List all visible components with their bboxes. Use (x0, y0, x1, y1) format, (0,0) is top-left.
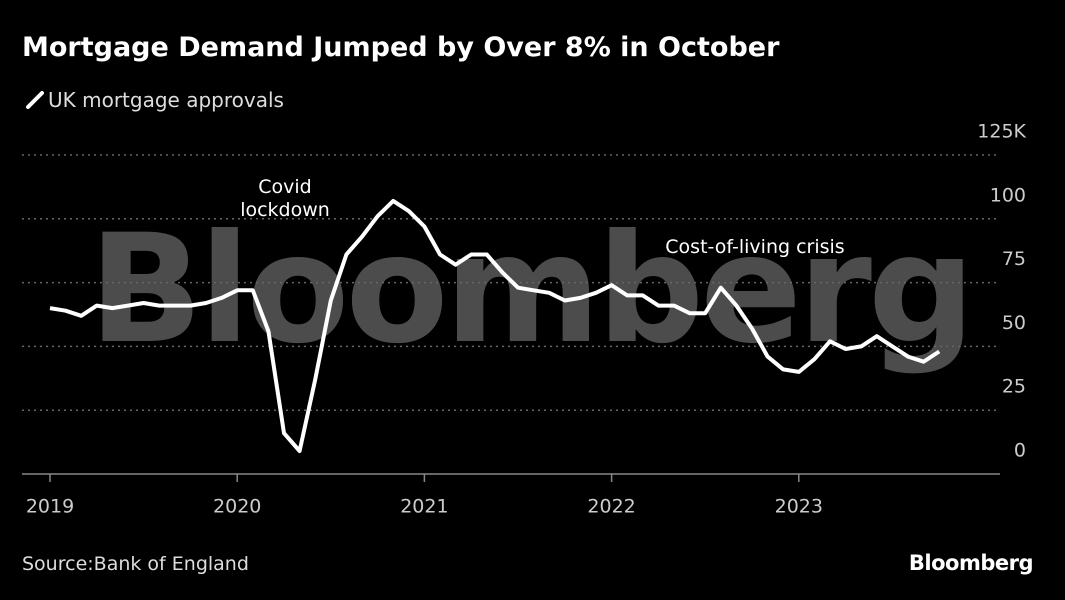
legend: UK mortgage approvals (22, 88, 284, 112)
brand-logo: Bloomberg (908, 551, 1034, 575)
x-tick-label: 2021 (400, 496, 448, 518)
y-tick-label: 100 (990, 184, 1026, 206)
legend-label: UK mortgage approvals (48, 88, 284, 112)
series-line (49, 198, 941, 453)
y-tick-label: 125K (977, 121, 1026, 143)
x-tick-label: 2020 (213, 496, 261, 518)
chart-title: Mortgage Demand Jumped by Over 8% in Oct… (22, 32, 780, 63)
y-tick-label: 75 (1002, 248, 1026, 270)
x-tick-label: 2023 (775, 496, 823, 518)
y-tick-label: 50 (1002, 312, 1026, 334)
annotation: Cost-of-living crisis (665, 236, 845, 258)
y-tick-label: 25 (1002, 376, 1026, 398)
x-tick-label: 2022 (587, 496, 635, 518)
legend-icon (26, 91, 44, 109)
annotation: Covid lockdown (240, 176, 330, 221)
y-tick-label: 0 (1014, 440, 1026, 462)
source: Source:Bank of England (22, 553, 249, 575)
x-tick-label: 2019 (26, 496, 74, 518)
